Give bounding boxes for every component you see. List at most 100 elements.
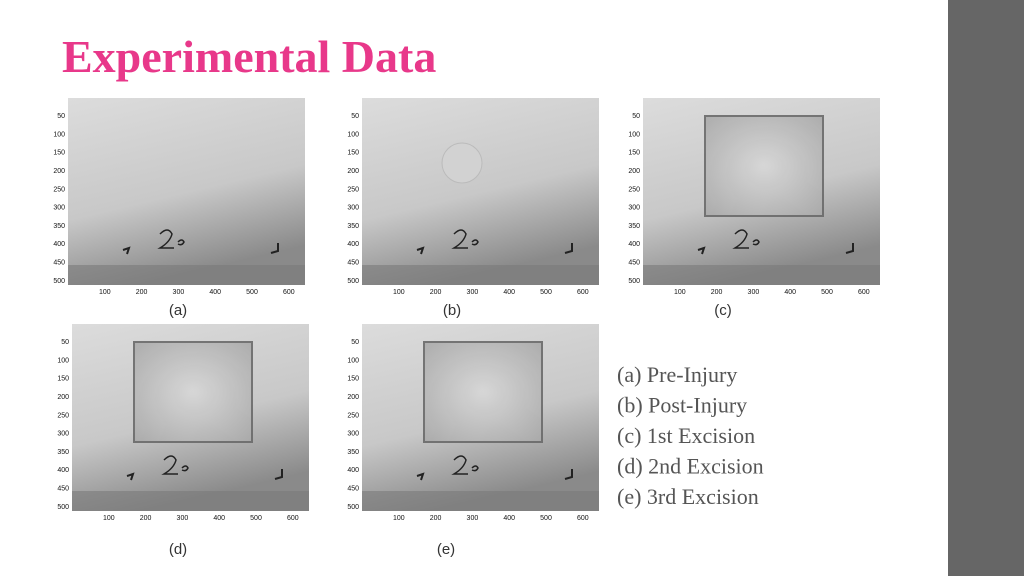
y-tick-label: 300 [628, 205, 640, 212]
x-tick-label: 300 [173, 289, 185, 296]
x-tick-label: 500 [250, 515, 262, 522]
x-tick-label: 200 [430, 515, 442, 522]
handwriting [161, 455, 189, 475]
y-tick-label: 50 [351, 113, 359, 120]
y-tick-label: 200 [347, 394, 359, 401]
y-tick-label: 300 [347, 205, 359, 212]
x-tick-label: 100 [393, 289, 405, 296]
x-tick-label: 400 [503, 515, 515, 522]
handwriting [732, 229, 760, 249]
y-tick-label: 150 [57, 376, 69, 383]
x-tick-label: 600 [287, 515, 299, 522]
y-tick-label: 100 [53, 131, 65, 138]
y-tick-label: 400 [347, 241, 359, 248]
y-tick-label: 450 [53, 260, 65, 267]
y-tick-label: 200 [53, 168, 65, 175]
y-tick-label: 400 [53, 241, 65, 248]
photo-bottom-shadow [643, 265, 880, 285]
image-panel: 50 100 150 200 250 300 350 400 450 500 100 200 300 40… [53, 98, 305, 319]
x-tick-label: 400 [209, 289, 221, 296]
photo-bottom-shadow [72, 491, 309, 511]
legend-item: (a) Pre-Injury [617, 362, 737, 387]
y-tick-label: 500 [57, 504, 69, 511]
x-tick-label: 500 [821, 289, 833, 296]
image-caption: (a) [169, 302, 187, 319]
legend-item: (b) Post-Injury [617, 393, 747, 418]
x-tick-label: 300 [467, 289, 479, 296]
y-tick-label: 300 [347, 431, 359, 438]
image-panel: 50 100 150 200 250 300 350 400 450 500 100 200 300 40… [628, 98, 880, 319]
x-tick-label: 300 [467, 515, 479, 522]
corner-mark [416, 469, 573, 481]
y-tick-label: 100 [347, 131, 359, 138]
x-tick-label: 600 [283, 289, 295, 296]
y-tick-label: 250 [347, 186, 359, 193]
y-tick-label: 450 [628, 260, 640, 267]
x-tick-label: 200 [140, 515, 152, 522]
y-tick-label: 150 [628, 150, 640, 157]
corner-mark [122, 243, 279, 255]
y-tick-label: 450 [347, 260, 359, 267]
y-tick-label: 100 [347, 357, 359, 364]
y-tick-label: 150 [53, 150, 65, 157]
x-tick-label: 300 [177, 515, 189, 522]
x-tick-label: 100 [99, 289, 111, 296]
sidebar [948, 0, 1024, 576]
legend-item: (e) 3rd Excision [617, 484, 759, 509]
y-tick-label: 500 [347, 278, 359, 285]
y-tick-label: 400 [628, 241, 640, 248]
y-tick-label: 150 [347, 376, 359, 383]
legend-item: (c) 1st Excision [617, 423, 755, 448]
y-tick-label: 450 [347, 486, 359, 493]
x-tick-label: 600 [858, 289, 870, 296]
y-tick-label: 350 [57, 449, 69, 456]
x-tick-label: 400 [503, 289, 515, 296]
y-tick-label: 50 [632, 113, 640, 120]
x-tick-label: 600 [577, 289, 589, 296]
handwriting [451, 229, 479, 249]
y-tick-label: 250 [57, 412, 69, 419]
y-tick-label: 250 [628, 186, 640, 193]
y-tick-label: 50 [351, 339, 359, 346]
x-tick-label: 100 [103, 515, 115, 522]
injury-mark [441, 142, 483, 184]
y-tick-label: 100 [57, 357, 69, 364]
y-tick-label: 200 [347, 168, 359, 175]
y-tick-label: 350 [628, 223, 640, 230]
legend: (a) Pre-Injury (b) Post-Injury (c) 1st Exc… [617, 362, 764, 509]
y-tick-label: 500 [628, 278, 640, 285]
y-tick-label: 450 [57, 486, 69, 493]
y-tick-label: 50 [61, 339, 69, 346]
y-tick-label: 200 [57, 394, 69, 401]
excision-area [423, 341, 543, 443]
handwriting [157, 229, 185, 249]
photo [362, 98, 599, 285]
y-tick-label: 100 [628, 131, 640, 138]
y-tick-label: 300 [53, 205, 65, 212]
image-caption: (b) [443, 302, 461, 319]
y-tick-label: 350 [53, 223, 65, 230]
x-tick-label: 100 [393, 515, 405, 522]
corner-mark [697, 243, 854, 255]
x-tick-label: 100 [674, 289, 686, 296]
x-tick-label: 600 [577, 515, 589, 522]
x-tick-label: 200 [136, 289, 148, 296]
handwriting [451, 455, 479, 475]
legend-item: (d) 2nd Excision [617, 454, 764, 479]
photo-bottom-shadow [68, 265, 305, 285]
y-tick-label: 400 [347, 467, 359, 474]
y-tick-label: 250 [347, 412, 359, 419]
x-tick-label: 200 [430, 289, 442, 296]
excision-area [704, 115, 824, 217]
excision-area [133, 341, 253, 443]
image-caption: (c) [714, 302, 732, 319]
x-tick-label: 400 [784, 289, 796, 296]
photo [68, 98, 305, 285]
y-tick-label: 300 [57, 431, 69, 438]
y-tick-label: 200 [628, 168, 640, 175]
x-tick-label: 300 [748, 289, 760, 296]
y-tick-label: 250 [53, 186, 65, 193]
y-tick-label: 400 [57, 467, 69, 474]
image-panel: 50 100 150 200 250 300 350 400 450 500 100 200 300 40… [57, 324, 309, 558]
image-panel: 50 100 150 200 250 300 350 400 450 500 100 200 300 40… [347, 98, 599, 319]
